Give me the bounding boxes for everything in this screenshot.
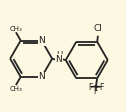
Text: H: H [56, 51, 62, 60]
Text: F: F [94, 87, 98, 96]
Text: N: N [38, 72, 45, 81]
Text: CH₃: CH₃ [10, 86, 22, 92]
Text: N: N [56, 55, 62, 64]
Text: F: F [99, 83, 103, 92]
Text: Cl: Cl [93, 24, 102, 33]
Text: N: N [38, 36, 45, 45]
Text: F: F [89, 83, 93, 92]
Text: CH₃: CH₃ [10, 26, 22, 32]
